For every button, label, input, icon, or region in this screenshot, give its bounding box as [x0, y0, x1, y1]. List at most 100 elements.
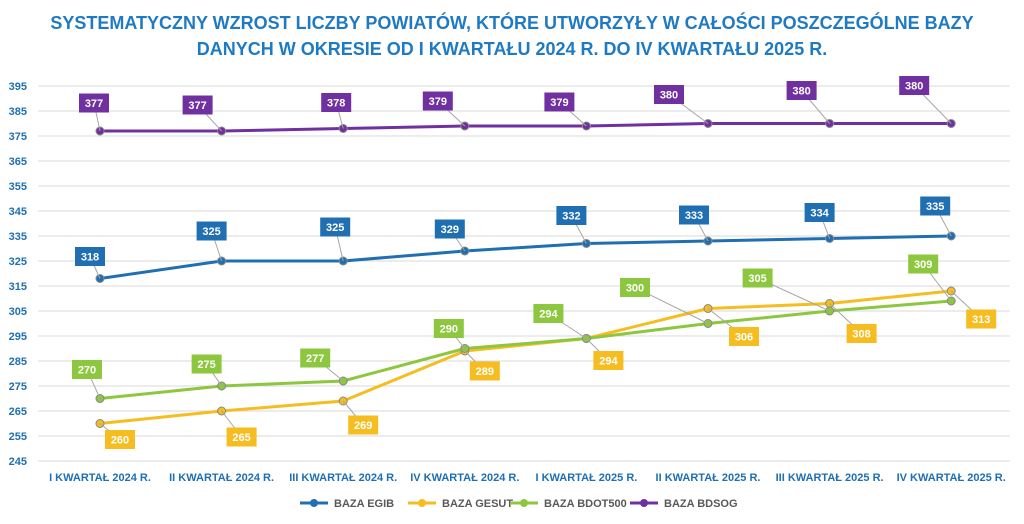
data-label-box: [742, 268, 773, 288]
y-tick-label: 345: [9, 206, 27, 218]
data-label-box: [300, 348, 331, 368]
data-label-box: [593, 351, 624, 370]
data-label: 313: [972, 314, 990, 326]
chart-title-line-2: DANYCH W OKRESIE OD I KWARTAŁU 2024 R. D…: [196, 39, 828, 59]
legend-swatch-marker: [310, 499, 318, 507]
data-label-box: [433, 319, 464, 338]
data-label: 294: [599, 356, 618, 368]
series-baza-bdot500: [95, 296, 956, 403]
data-label: 377: [85, 98, 103, 110]
data-label: 300: [626, 283, 644, 295]
data-label: 325: [326, 222, 344, 234]
data-labels-baza-gesut: 260 265 269 289 294 306 308 313: [99, 290, 997, 449]
data-label: 265: [232, 432, 250, 444]
data-labels-baza-bdsog: 377 377 378 379 379 380 380 380: [79, 76, 952, 132]
data-label-box: [191, 354, 222, 374]
x-tick-label: II KWARTAŁ 2025 R.: [656, 472, 761, 484]
data-label-box: [226, 427, 257, 447]
legend-label: BAZA BDOT500: [544, 498, 627, 510]
series-baza-egib: [95, 231, 956, 283]
data-label-box: [75, 247, 105, 266]
data-label: 294: [539, 309, 558, 321]
data-label-box: [556, 206, 587, 225]
data-label: 380: [905, 81, 923, 93]
y-tick-label: 365: [9, 156, 27, 168]
x-tick-label: IV KWARTAŁ 2025 R.: [897, 472, 1006, 484]
data-label: 289: [476, 366, 494, 378]
x-tick-label: IV KWARTAŁ 2024 R.: [410, 472, 519, 484]
y-tick-label: 385: [9, 106, 27, 118]
data-label-box: [908, 254, 939, 274]
chart-title-line-1: SYSTEMATYCZNY WZROST LICZBY POWIATÓW, KT…: [50, 13, 974, 33]
data-label: 329: [441, 224, 459, 236]
y-tick-label: 295: [9, 331, 27, 343]
data-label-box: [434, 219, 465, 239]
data-label: 269: [354, 420, 372, 432]
data-labels-baza-egib: 318 325 325 329 332 333 334 335: [75, 196, 952, 279]
data-label: 309: [914, 259, 932, 271]
data-label-box: [79, 93, 109, 113]
data-label-box: [533, 304, 564, 323]
data-label: 305: [748, 273, 766, 285]
data-label-box: [105, 430, 135, 449]
data-label: 380: [792, 86, 810, 98]
data-label-box: [899, 76, 930, 95]
data-label: 377: [188, 100, 206, 112]
data-label: 332: [562, 211, 580, 223]
data-labels-baza-bdot500: 270 275 277 290 294 300 305 309: [72, 254, 952, 399]
data-label-box: [320, 217, 351, 237]
data-label-box: [544, 92, 575, 112]
series-line: [98, 122, 953, 133]
data-label-box: [422, 91, 453, 111]
data-label: 380: [660, 90, 678, 102]
x-tick-label: II KWARTAŁ 2024 R.: [169, 472, 274, 484]
data-label: 379: [550, 97, 568, 109]
y-tick-label: 285: [9, 356, 27, 368]
legend-swatch-marker: [520, 499, 528, 507]
y-tick-label: 255: [9, 431, 27, 443]
data-label-box: [469, 361, 500, 381]
data-label-box: [620, 278, 650, 297]
x-tick-label: III KWARTAŁ 2024 R.: [289, 472, 397, 484]
data-label: 275: [197, 359, 215, 371]
data-label: 290: [440, 324, 458, 336]
data-label: 318: [81, 252, 99, 264]
data-label-box: [786, 81, 817, 100]
data-label-box: [729, 327, 759, 346]
data-label-box: [966, 309, 997, 329]
legend-label: BAZA GESUT: [442, 498, 513, 510]
data-label-box: [804, 203, 835, 222]
data-label: 334: [810, 208, 829, 220]
data-label: 325: [202, 226, 220, 238]
y-tick-label: 375: [9, 131, 27, 143]
x-tick-label: III KWARTAŁ 2025 R.: [776, 472, 884, 484]
y-tick-label: 395: [9, 81, 27, 93]
y-tick-label: 265: [9, 406, 27, 418]
series-line: [98, 299, 953, 400]
x-tick-label: I KWARTAŁ 2025 R.: [535, 472, 637, 484]
data-label-box: [654, 85, 684, 104]
series-line: [98, 234, 953, 280]
y-tick-label: 315: [9, 281, 27, 293]
data-label: 308: [852, 329, 870, 341]
data-label-box: [321, 93, 352, 112]
series-baza-bdsog: [95, 119, 956, 136]
data-label-box: [196, 221, 227, 241]
y-tick-label: 245: [9, 456, 27, 468]
y-tick-label: 325: [9, 256, 27, 268]
data-label: 379: [429, 96, 447, 108]
data-label-box: [182, 95, 213, 115]
data-label-box: [846, 324, 877, 343]
y-tick-label: 355: [9, 181, 27, 193]
x-axis: I KWARTAŁ 2024 R. II KWARTAŁ 2024 R. III K…: [49, 472, 1006, 484]
y-tick-label: 275: [9, 381, 27, 393]
chart-title: SYSTEMATYCZNY WZROST LICZBY POWIATÓW, KT…: [0, 10, 1024, 62]
data-label-box: [920, 196, 951, 216]
y-grid: 245 255 265 275 285 295 305 315 325 335 345 355 365 3…: [9, 81, 1010, 468]
legend-swatch-marker: [418, 499, 426, 507]
legend-swatch-marker: [640, 499, 648, 507]
data-label: 378: [327, 98, 345, 110]
data-label: 277: [306, 353, 324, 365]
data-label: 306: [735, 332, 753, 344]
y-tick-label: 305: [9, 306, 27, 318]
